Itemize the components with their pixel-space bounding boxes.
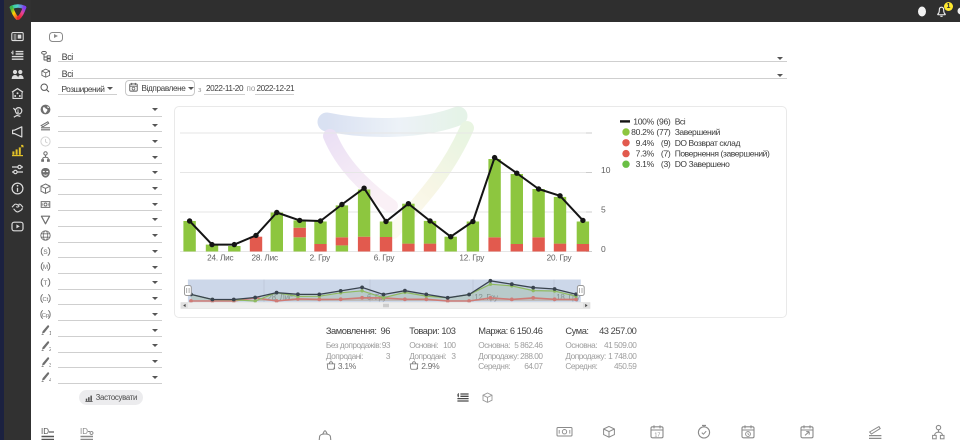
svg-text:24. Лис: 24. Лис (207, 254, 233, 263)
svg-text:1: 1 (49, 331, 51, 335)
svg-text:M: M (43, 264, 48, 271)
svg-text:4: 4 (49, 378, 51, 382)
svg-text:100%: 100% (633, 116, 654, 126)
svg-text:(77): (77) (656, 127, 671, 137)
svg-text:0: 0 (601, 244, 606, 254)
svg-text:S: S (43, 249, 47, 256)
svg-text:Всі: Всі (675, 116, 686, 126)
svg-text:Cp: Cp (42, 312, 49, 318)
svg-text:(96): (96) (656, 116, 671, 126)
svg-text:ID: ID (41, 427, 49, 436)
svg-text:18. Гру: 18. Гру (556, 293, 580, 302)
svg-text:(3): (3) (661, 159, 671, 169)
svg-text:3: 3 (49, 363, 51, 367)
svg-text:(7): (7) (661, 149, 671, 159)
svg-text:10: 10 (601, 165, 611, 175)
svg-text:Ct: Ct (42, 297, 48, 303)
svg-text:2: 2 (49, 347, 51, 351)
svg-text:7.3%: 7.3% (636, 149, 655, 159)
svg-text:ID: ID (80, 427, 88, 436)
svg-text:3.1%: 3.1% (636, 159, 655, 169)
svg-text:28. Лис: 28. Лис (268, 293, 293, 302)
svg-text:17: 17 (654, 432, 660, 438)
svg-text:9.4%: 9.4% (636, 138, 655, 148)
svg-text:6. Гру: 6. Гру (374, 254, 396, 263)
svg-text:Завершений: Завершений (675, 127, 721, 137)
svg-text:28. Лис: 28. Лис (252, 254, 278, 263)
svg-text:DO Возврат склад: DO Возврат склад (675, 138, 741, 148)
svg-text:Повернення (завершений): Повернення (завершений) (675, 149, 770, 159)
svg-text:80.2%: 80.2% (631, 127, 655, 137)
svg-text:12. Гру: 12. Гру (474, 293, 498, 302)
svg-text:T: T (44, 280, 48, 287)
svg-text:5: 5 (601, 205, 606, 215)
svg-text:(9): (9) (661, 138, 671, 148)
svg-text:2. Гру: 2. Гру (310, 254, 332, 263)
svg-text:DO Завершено: DO Завершено (675, 159, 730, 169)
svg-text:20. Гру: 20. Гру (547, 254, 573, 263)
svg-text:12. Гру: 12. Гру (459, 254, 485, 263)
